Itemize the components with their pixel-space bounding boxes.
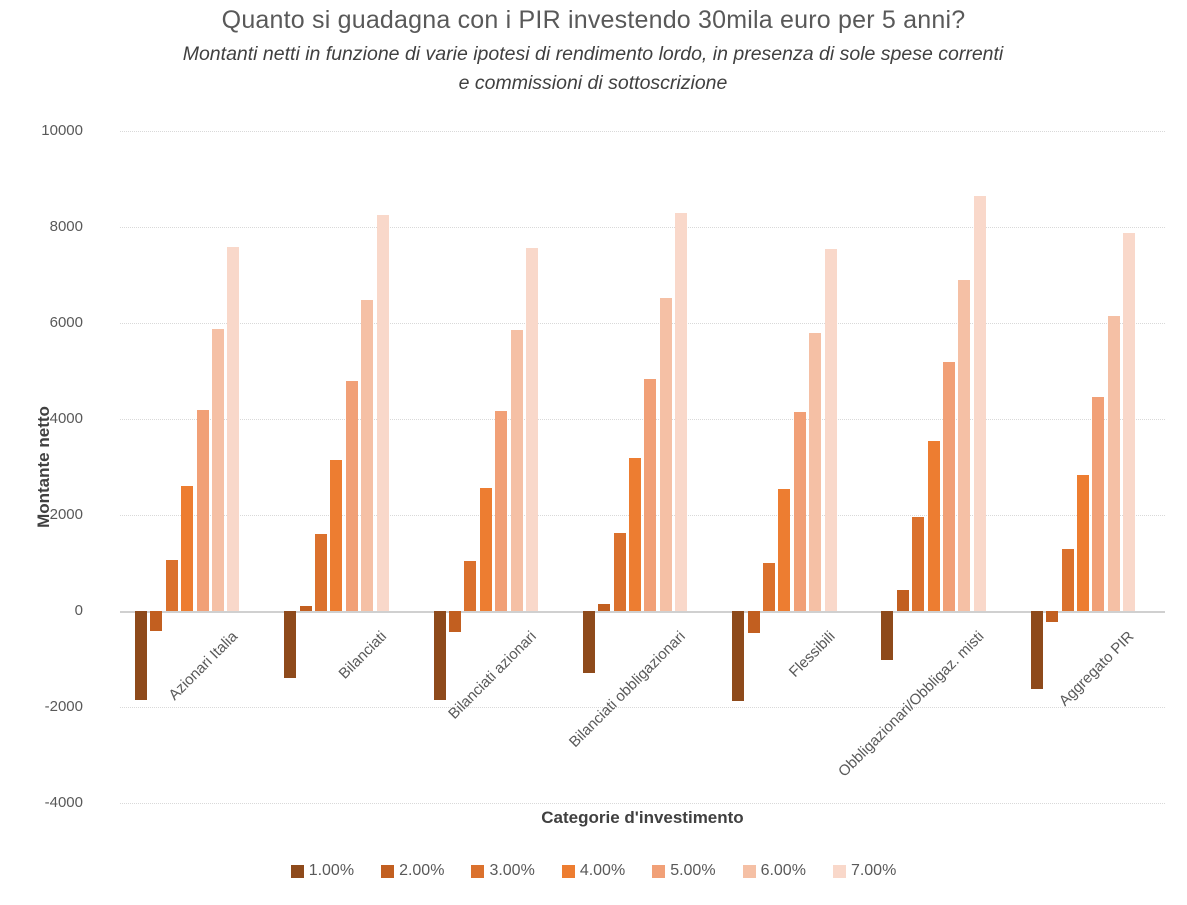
- bar-6.00%-Bilanciati azionari: [510, 330, 523, 611]
- bar-6.00%-Bilanciati obbligazionari: [659, 297, 672, 611]
- bar-3.00%-Bilanciati: [315, 534, 328, 611]
- bar-6.00%-Aggregato PIR: [1107, 316, 1120, 611]
- bar-7.00%-Bilanciati obbligazionari: [675, 212, 688, 611]
- y-tick-label: -2000: [44, 698, 83, 715]
- gridline: [120, 131, 1165, 132]
- legend-item-5.00%: 5.00%: [652, 862, 716, 880]
- bar-5.00%-Bilanciati azionari: [495, 410, 508, 611]
- chart-subtitle: Montanti netti in funzione di varie ipot…: [182, 43, 1004, 94]
- y-tick-label: 10000: [41, 122, 83, 139]
- bar-7.00%-Aggregato PIR: [1123, 232, 1136, 611]
- legend-swatch-icon: [742, 864, 756, 878]
- bar-5.00%-Bilanciati obbligazionari: [644, 378, 657, 611]
- x-category-label: Azionari Italia: [165, 628, 242, 704]
- bar-6.00%-Azionari Italia: [212, 329, 224, 611]
- x-category-label: Obbligazionari/Obbligaz. misti: [835, 628, 988, 781]
- bar-4.00%-Bilanciati azionari: [479, 487, 492, 611]
- legend-item-3.00%: 3.00%: [471, 862, 535, 880]
- x-axis-line: [120, 611, 1165, 613]
- bar-7.00%-Flessibili: [824, 249, 837, 611]
- bar-5.00%-Flessibili: [793, 411, 806, 611]
- bar-7.00%-Bilanciati azionari: [525, 247, 538, 611]
- legend-swatch-icon: [290, 864, 304, 878]
- x-category-label: Bilanciati azionari: [445, 628, 540, 723]
- bar-1.00%-Obbligazionari/Obbligaz. misti: [881, 611, 894, 660]
- bar-6.00%-Obbligazionari/Obbligaz. misti: [958, 279, 971, 611]
- legend-swatch-icon: [652, 864, 666, 878]
- y-tick-label: 4000: [49, 410, 83, 427]
- bar-3.00%-Bilanciati azionari: [464, 561, 477, 611]
- x-category-label: Bilanciati: [336, 628, 391, 683]
- chart-title: Quanto si guadagna con i PIR investendo …: [221, 6, 966, 34]
- bar-2.00%-Bilanciati azionari: [448, 611, 461, 632]
- bar-4.00%-Bilanciati obbligazionari: [629, 457, 642, 611]
- bar-2.00%-Flessibili: [747, 611, 760, 634]
- legend-label: 1.00%: [308, 862, 355, 879]
- bar-2.00%-Obbligazionari/Obbligaz. misti: [896, 589, 909, 611]
- gridline: [120, 227, 1165, 228]
- legend-label: 6.00%: [760, 862, 806, 879]
- bar-2.00%-Aggregato PIR: [1046, 611, 1059, 622]
- bar-1.00%-Aggregato PIR: [1030, 611, 1043, 690]
- legend-item-1.00%: 1.00%: [290, 862, 355, 880]
- legend-label: 7.00%: [850, 862, 897, 879]
- bar-6.00%-Bilanciati: [361, 299, 374, 611]
- y-tick-label: 6000: [49, 314, 83, 331]
- bar-4.00%-Obbligazionari/Obbligaz. misti: [927, 441, 940, 611]
- bar-1.00%-Bilanciati: [284, 611, 297, 678]
- bar-4.00%-Azionari Italia: [181, 486, 194, 611]
- legend: 1.00% 2.00% 3.00% 4.00% 5.00% 6.00% 7.00%: [0, 862, 1187, 880]
- legend-item-2.00%: 2.00%: [381, 862, 444, 880]
- y-tick-label: 8000: [49, 218, 83, 235]
- bar-3.00%-Flessibili: [762, 563, 775, 611]
- gridline: [120, 515, 1165, 516]
- bar-5.00%-Obbligazionari/Obbligaz. misti: [943, 362, 956, 611]
- bar-4.00%-Aggregato PIR: [1076, 474, 1089, 611]
- bar-2.00%-Bilanciati: [299, 605, 312, 611]
- legend-item-7.00%: 7.00%: [832, 862, 897, 880]
- bar-2.00%-Azionari Italia: [150, 611, 163, 632]
- x-category-label: Flessibili: [785, 628, 839, 681]
- bar-5.00%-Azionari Italia: [196, 409, 209, 611]
- bar-1.00%-Flessibili: [732, 611, 745, 702]
- bar-1.00%-Bilanciati obbligazionari: [582, 611, 595, 674]
- bar-2.00%-Bilanciati obbligazionari: [598, 604, 611, 611]
- bar-7.00%-Azionari Italia: [227, 247, 240, 611]
- legend-swatch-icon: [381, 864, 395, 878]
- legend-label: 4.00%: [579, 862, 626, 879]
- legend-label: 2.00%: [399, 862, 445, 879]
- bar-3.00%-Obbligazionari/Obbligaz. misti: [912, 517, 925, 611]
- legend-label: 3.00%: [489, 862, 535, 879]
- bar-7.00%-Bilanciati: [376, 215, 389, 611]
- bar-6.00%-Flessibili: [809, 332, 822, 611]
- bar-3.00%-Aggregato PIR: [1061, 548, 1074, 611]
- legend-item-6.00%: 6.00%: [742, 862, 806, 880]
- gridline: [120, 419, 1165, 420]
- gridline: [120, 707, 1165, 708]
- bar-1.00%-Azionari Italia: [135, 611, 147, 701]
- bar-7.00%-Obbligazionari/Obbligaz. misti: [973, 195, 986, 611]
- gridline: [120, 803, 1165, 804]
- bar-5.00%-Aggregato PIR: [1092, 397, 1105, 611]
- y-tick-label: -4000: [44, 794, 83, 811]
- x-category-label: Aggregato PIR: [1055, 628, 1137, 710]
- legend-swatch-icon: [832, 864, 846, 878]
- legend-item-4.00%: 4.00%: [561, 862, 626, 880]
- legend-swatch-icon: [561, 864, 575, 878]
- bar-3.00%-Azionari Italia: [165, 560, 178, 611]
- gridline: [120, 323, 1165, 324]
- bar-4.00%-Bilanciati: [330, 459, 343, 611]
- bar-4.00%-Flessibili: [778, 489, 791, 611]
- y-tick-label: 0: [74, 602, 83, 619]
- x-axis-title: Categorie d'investimento: [541, 808, 744, 827]
- legend-swatch-icon: [471, 864, 485, 878]
- bar-5.00%-Bilanciati: [345, 380, 358, 611]
- bar-1.00%-Bilanciati azionari: [433, 611, 446, 700]
- bar-3.00%-Bilanciati obbligazionari: [613, 532, 626, 611]
- legend-label: 5.00%: [670, 862, 716, 879]
- plot-area: 10000 8000 6000 4000 2000 0 -2000 -4000 Azionari…: [41, 122, 1165, 811]
- y-tick-label: 2000: [49, 506, 83, 523]
